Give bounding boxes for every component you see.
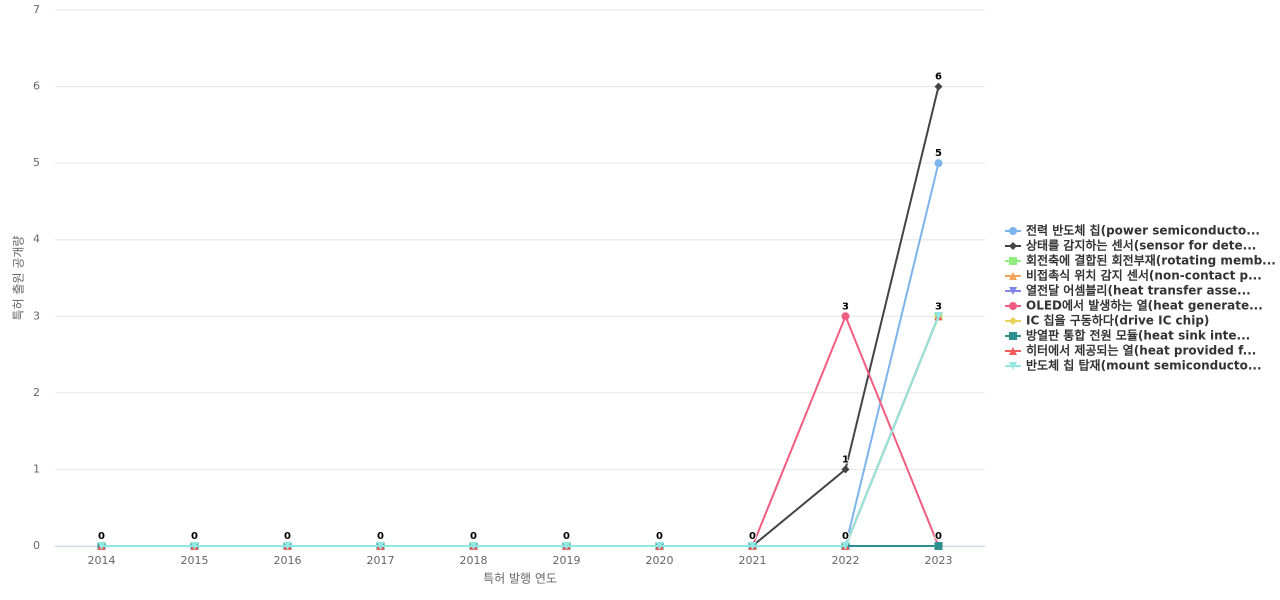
x-tick-label: 2020 [646,554,674,567]
data-label: 3 [935,301,942,312]
marker [1009,317,1017,325]
marker [1009,302,1017,310]
y-tick-label: 2 [33,386,40,399]
series-line [101,315,940,547]
series-line [101,313,940,547]
marker [934,542,943,550]
y-tick-label: 1 [33,462,40,475]
x-tick-label: 2022 [832,554,860,567]
x-tick-label: 2023 [925,554,953,567]
legend-item[interactable]: 회전축에 결합된 회전부재(rotating memb... [1005,253,1276,268]
data-label: 0 [935,531,942,542]
series-line [101,315,940,547]
legend-label: IC 칩을 구동하다(drive IC chip) [1026,313,1209,328]
legend-label: OLED에서 발생하는 열(heat generate... [1026,298,1263,313]
marker [655,542,664,550]
marker [1009,332,1017,340]
legend-item[interactable]: 반도체 칩 탑재(mount semiconducto... [1005,358,1262,373]
marker [1009,257,1017,265]
legend-item[interactable]: 상태를 감지하는 센서(sensor for dete... [1005,238,1256,253]
legend-label: 히터에서 제공되는 열(heat provided f... [1026,343,1256,358]
data-label: 0 [284,531,291,542]
legend-label: 회전축에 결합된 회전부재(rotating memb... [1026,253,1276,268]
legend-label: 반도체 칩 탑재(mount semiconducto... [1026,358,1262,373]
marker [376,542,385,550]
series-line [101,315,940,547]
marker [934,312,943,321]
marker [97,542,106,550]
series-line [101,162,940,547]
legend-item[interactable]: 비접촉식 위치 감지 센서(non-contact p... [1005,268,1262,283]
marker [841,542,850,550]
legend-item[interactable]: IC 칩을 구동하다(drive IC chip) [1005,313,1209,328]
legend-label: 비접촉식 위치 감지 센서(non-contact p... [1026,268,1262,283]
marker [841,465,850,474]
data-label: 6 [935,72,942,83]
marker [748,542,757,550]
marker [562,542,571,550]
x-tick-label: 2021 [739,554,767,567]
marker [934,159,943,168]
data-label: 3 [842,301,849,312]
marker [1009,242,1017,250]
y-tick-label: 7 [33,3,40,16]
y-tick-label: 0 [33,539,40,552]
series-line [101,315,940,547]
data-label: 0 [98,531,105,542]
marker [1009,287,1017,295]
marker [841,312,850,321]
x-tick-label: 2015 [181,554,209,567]
data-label: 0 [749,531,756,542]
data-label: 5 [935,148,942,159]
marker [1009,362,1017,370]
x-tick-label: 2019 [553,554,581,567]
x-tick-label: 2014 [88,554,116,567]
data-label: 1 [842,454,849,465]
marker [283,542,292,550]
marker [1009,347,1017,355]
data-label: 0 [563,531,570,542]
y-tick-label: 5 [33,156,40,169]
x-tick-label: 2016 [274,554,302,567]
legend-item[interactable]: 전력 반도체 칩(power semiconducto... [1005,223,1260,238]
data-label: 0 [470,531,477,542]
marker [1009,272,1017,280]
y-tick-label: 6 [33,80,40,93]
marker [934,82,943,91]
legend-label: 전력 반도체 칩(power semiconducto... [1026,223,1260,238]
legend-item[interactable]: 히터에서 제공되는 열(heat provided f... [1005,343,1256,358]
series-line [101,315,940,547]
legend-item[interactable]: OLED에서 발생하는 열(heat generate... [1005,298,1263,313]
series-line [101,315,940,547]
marker [1009,227,1017,235]
y-tick-label: 4 [33,233,40,246]
legend-label: 열전달 어셈블리(heat transfer asse... [1026,283,1251,298]
x-tick-label: 2017 [367,554,395,567]
data-label: 0 [191,531,198,542]
data-label: 0 [842,531,849,542]
data-label: 0 [656,531,663,542]
x-axis-title: 특허 발행 연도 [483,571,557,586]
legend-label: 방열판 통합 전원 모듈(heat sink inte... [1026,328,1250,343]
data-label: 0 [377,531,384,542]
legend-item[interactable]: 열전달 어셈블리(heat transfer asse... [1005,283,1251,298]
legend-label: 상태를 감지하는 센서(sensor for dete... [1026,238,1256,253]
y-axis-title: 특허 출원 공개량 [12,236,26,321]
x-tick-label: 2018 [460,554,488,567]
legend-item[interactable]: 방열판 통합 전원 모듈(heat sink inte... [1005,328,1250,343]
y-tick-label: 3 [33,309,40,322]
marker [190,542,199,550]
marker [469,542,478,550]
